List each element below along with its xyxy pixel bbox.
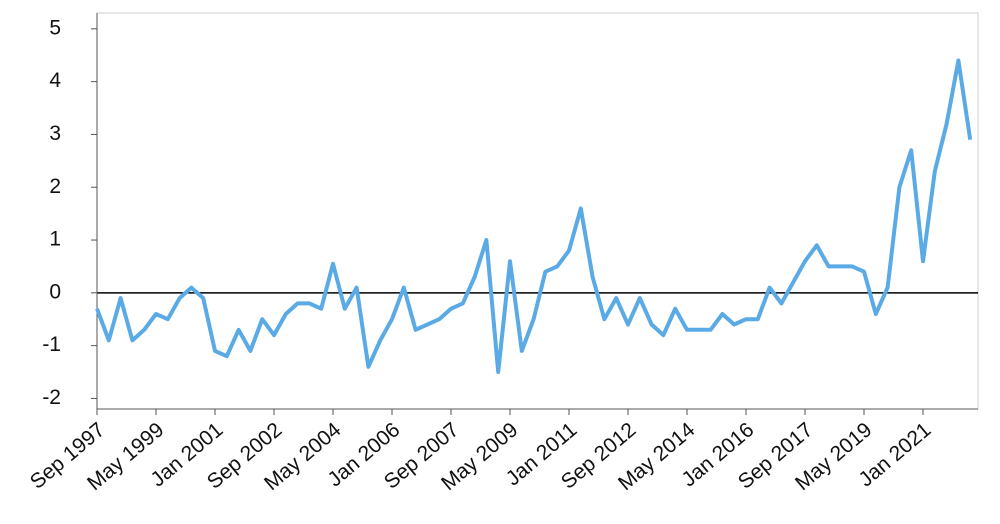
y-tick-label: 0 (49, 280, 61, 303)
y-tick-label: -2 (42, 386, 61, 409)
y-tick-label: -1 (42, 333, 61, 356)
y-tick-label: 2 (49, 175, 61, 198)
y-tick-label: 1 (49, 228, 61, 251)
y-tick-label: 5 (49, 16, 61, 39)
y-tick-label: 4 (49, 69, 61, 92)
y-tick-label: 3 (49, 122, 61, 145)
data-line (95, 58, 973, 374)
